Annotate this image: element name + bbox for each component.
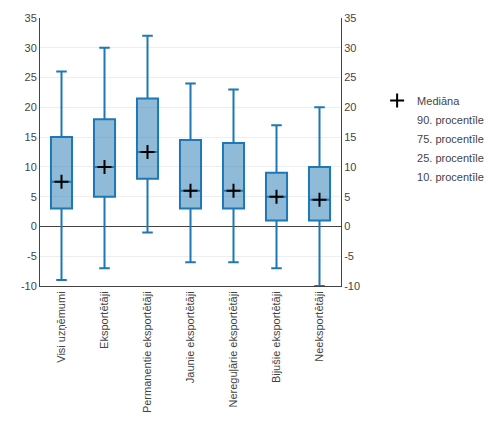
svg-text:90. procentīle: 90. procentīle [417,114,484,126]
svg-text:-10: -10 [344,280,360,292]
svg-text:25. procentīle: 25. procentīle [417,152,484,164]
svg-text:75. procentīle: 75. procentīle [417,133,484,145]
svg-text:25: 25 [25,71,37,83]
svg-text:Permanentie eksportētāji: Permanentie eksportētāji [141,291,153,413]
svg-text:0: 0 [344,220,350,232]
svg-text:-10: -10 [21,280,37,292]
svg-text:0: 0 [31,220,37,232]
svg-text:25: 25 [344,71,356,83]
svg-text:Jaunie eksportētāji: Jaunie eksportētāji [184,291,196,383]
svg-text:10: 10 [344,161,356,173]
svg-text:5: 5 [31,191,37,203]
svg-text:-5: -5 [344,250,354,262]
svg-text:20: 20 [344,101,356,113]
svg-text:35: 35 [25,12,37,24]
svg-text:Neeksportētāji: Neeksportētāji [313,291,325,361]
svg-text:Nereguļārie eksportētāji: Nereguļārie eksportētāji [227,291,239,407]
svg-text:Eksportētāji: Eksportētāji [98,291,110,348]
svg-text:30: 30 [344,42,356,54]
svg-text:Visi uzņēmumi: Visi uzņēmumi [55,291,67,362]
svg-text:5: 5 [344,191,350,203]
svg-text:10. procentīle: 10. procentīle [417,171,484,183]
svg-text:20: 20 [25,101,37,113]
svg-text:10: 10 [25,161,37,173]
svg-text:35: 35 [344,12,356,24]
svg-text:Mediāna: Mediāna [417,95,460,107]
svg-text:Bijušie eksportētāji: Bijušie eksportētāji [270,291,282,383]
svg-text:30: 30 [25,42,37,54]
svg-text:-5: -5 [27,250,37,262]
svg-text:15: 15 [25,131,37,143]
svg-text:15: 15 [344,131,356,143]
